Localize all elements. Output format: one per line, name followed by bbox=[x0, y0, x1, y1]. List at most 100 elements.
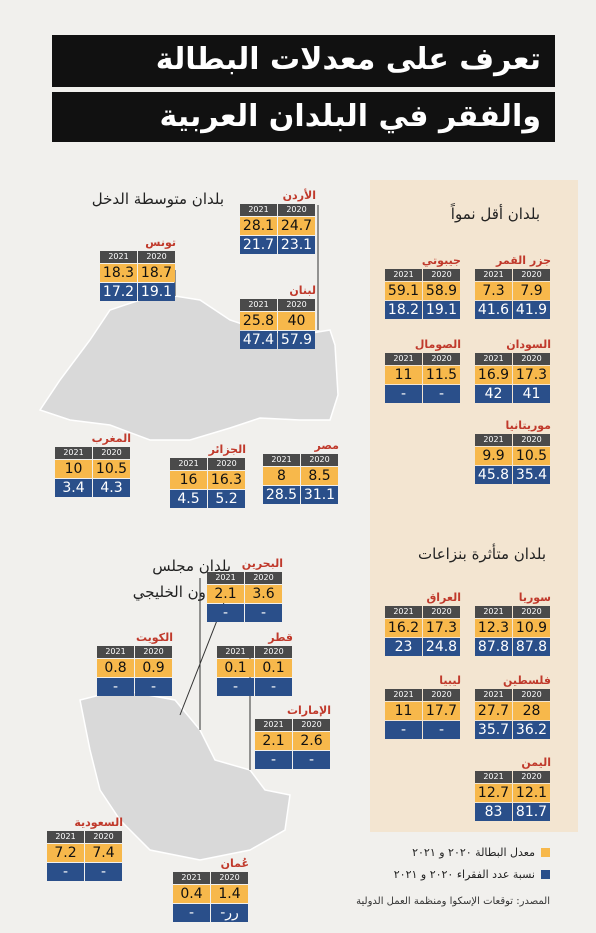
poverty-value: - bbox=[47, 863, 84, 881]
year-header: 2020 bbox=[513, 689, 550, 701]
country-name: لبنان bbox=[289, 284, 316, 297]
unemployment-row: 11 17.7 bbox=[385, 702, 461, 721]
unemployment-row: 18.3 18.7 bbox=[100, 264, 176, 283]
poverty-value: 19.1 bbox=[138, 283, 175, 301]
poverty-row: - -رر bbox=[173, 904, 249, 922]
unemployment-row: 16.9 17.3 bbox=[475, 366, 551, 385]
year-row: 2021 2020 bbox=[475, 771, 551, 784]
year-row: 2021 2020 bbox=[263, 454, 339, 467]
year-row: 2021 2020 bbox=[385, 606, 461, 619]
unemployment-value: 2.6 bbox=[293, 732, 330, 750]
unemployment-value: 58.9 bbox=[423, 282, 460, 300]
year-row: 2021 2020 bbox=[173, 872, 249, 885]
unemployment-value: 17.7 bbox=[423, 702, 460, 720]
country-name: الأردن bbox=[282, 189, 316, 202]
unemployment-value: 0.1 bbox=[255, 659, 292, 677]
title-line: تعرف على معدلات البطالة bbox=[52, 35, 555, 87]
poverty-value: - bbox=[255, 678, 292, 696]
poverty-value: 3.4 bbox=[55, 479, 92, 497]
poverty-value: - bbox=[255, 751, 292, 769]
unemployment-value: 16.3 bbox=[208, 471, 245, 489]
unemployment-value: 2.1 bbox=[207, 585, 244, 603]
year-header: 2020 bbox=[513, 269, 550, 281]
poverty-value: 4.5 bbox=[170, 490, 207, 508]
year-header: 2021 bbox=[170, 458, 207, 470]
year-header: 2021 bbox=[475, 353, 512, 365]
poverty-row: 42 41 bbox=[475, 385, 551, 403]
poverty-value: 5.2 bbox=[208, 490, 245, 508]
unemployment-value: 16 bbox=[170, 471, 207, 489]
unemployment-value: 16.9 bbox=[475, 366, 512, 384]
poverty-value: - bbox=[217, 678, 254, 696]
year-header: 2021 bbox=[217, 646, 254, 658]
unemployment-row: 7.2 7.4 bbox=[47, 844, 123, 863]
country-card: العراق 2021 2020 16.2 17.3 23 24.8 bbox=[385, 591, 461, 656]
group-title: بلدان متأثرة بنزاعات bbox=[418, 545, 546, 563]
unemployment-row: 16 16.3 bbox=[170, 471, 246, 490]
poverty-row: -- bbox=[217, 678, 293, 696]
year-header: 2021 bbox=[97, 646, 134, 658]
poverty-value: - bbox=[173, 904, 210, 922]
poverty-value: 41.6 bbox=[475, 301, 512, 319]
year-header: 2020 bbox=[245, 572, 282, 584]
year-row: 2021 2020 bbox=[385, 689, 461, 702]
country-name: جيبوتي bbox=[421, 254, 461, 267]
poverty-row: 21.7 23.1 bbox=[240, 236, 316, 254]
unemployment-row: 8 8.5 bbox=[263, 467, 339, 486]
country-name: موريتانيا bbox=[505, 419, 551, 432]
poverty-value: 21.7 bbox=[240, 236, 277, 254]
poverty-value: 18.2 bbox=[385, 301, 422, 319]
poverty-value: 19.1 bbox=[423, 301, 460, 319]
year-header: 2020 bbox=[423, 269, 460, 281]
year-header: 2020 bbox=[211, 872, 248, 884]
country-name: تونس bbox=[145, 236, 176, 249]
title-line: والفقر في البلدان العربية bbox=[52, 92, 555, 142]
unemployment-row: 2.1 2.6 bbox=[255, 732, 331, 751]
unemployment-row: 28.1 24.7 bbox=[240, 217, 316, 236]
country-name: مصر bbox=[314, 439, 340, 452]
year-header: 2020 bbox=[278, 204, 315, 216]
unemployment-value: 10.5 bbox=[513, 447, 550, 465]
country-name: السعودية bbox=[74, 816, 123, 829]
country-name: العراق bbox=[426, 591, 461, 604]
country-card: اليمن 2021 2020 12.7 12.1 83 81.7 bbox=[475, 756, 551, 821]
poverty-value: - bbox=[385, 721, 422, 739]
unemployment-value: 11.5 bbox=[423, 366, 460, 384]
year-header: 2021 bbox=[475, 771, 512, 783]
poverty-value: 81.7 bbox=[513, 803, 550, 821]
country-name: جزر القمر bbox=[496, 254, 551, 267]
country-card: فلسطين 2021 2020 27.7 28 35.7 36.2 bbox=[475, 674, 551, 739]
unemployment-value: 0.1 bbox=[217, 659, 254, 677]
poverty-row: 35.7 36.2 bbox=[475, 721, 551, 739]
legend-text: معدل البطالة ٢٠٢٠ و ٢٠٢١ bbox=[412, 846, 535, 859]
year-header: 2021 bbox=[475, 689, 512, 701]
year-header: 2020 bbox=[135, 646, 172, 658]
unemployment-value: 7.9 bbox=[513, 282, 550, 300]
country-name: ليبيا bbox=[439, 674, 461, 687]
country-card: عُمان 2021 2020 0.4 1.4- -رر bbox=[173, 857, 249, 922]
pointer-lines bbox=[174, 205, 319, 770]
unemployment-value: 0.9 bbox=[135, 659, 172, 677]
unemployment-row: 12.3 10.9 bbox=[475, 619, 551, 638]
unemployment-value: 11 bbox=[385, 366, 422, 384]
country-name: الكويت bbox=[136, 631, 173, 644]
unemployment-value: 3.6 bbox=[245, 585, 282, 603]
year-row: 2021 2020 bbox=[97, 646, 173, 659]
unemployment-value: 12.3 bbox=[475, 619, 512, 637]
year-header: 2021 bbox=[207, 572, 244, 584]
poverty-value: - bbox=[293, 751, 330, 769]
country-name: سوريا bbox=[518, 591, 551, 604]
country-name: الجزائر bbox=[208, 443, 246, 456]
year-header: 2020 bbox=[208, 458, 245, 470]
year-header: 2020 bbox=[423, 353, 460, 365]
poverty-value: 23 bbox=[385, 638, 422, 656]
year-row: 2021 2020 bbox=[475, 689, 551, 702]
unemployment-value: 2.1 bbox=[255, 732, 292, 750]
unemployment-value: 8 bbox=[263, 467, 300, 485]
unemployment-value: 7.4 bbox=[85, 844, 122, 862]
legend-text: نسبة عدد الفقراء ٢٠٢٠ و ٢٠٢١ bbox=[393, 868, 535, 881]
unemployment-row: 25.8 40 bbox=[240, 312, 316, 331]
country-card: جيبوتي 2021 2020 59.1 58.9 18.2 19.1 bbox=[385, 254, 461, 319]
poverty-value: - bbox=[135, 678, 172, 696]
